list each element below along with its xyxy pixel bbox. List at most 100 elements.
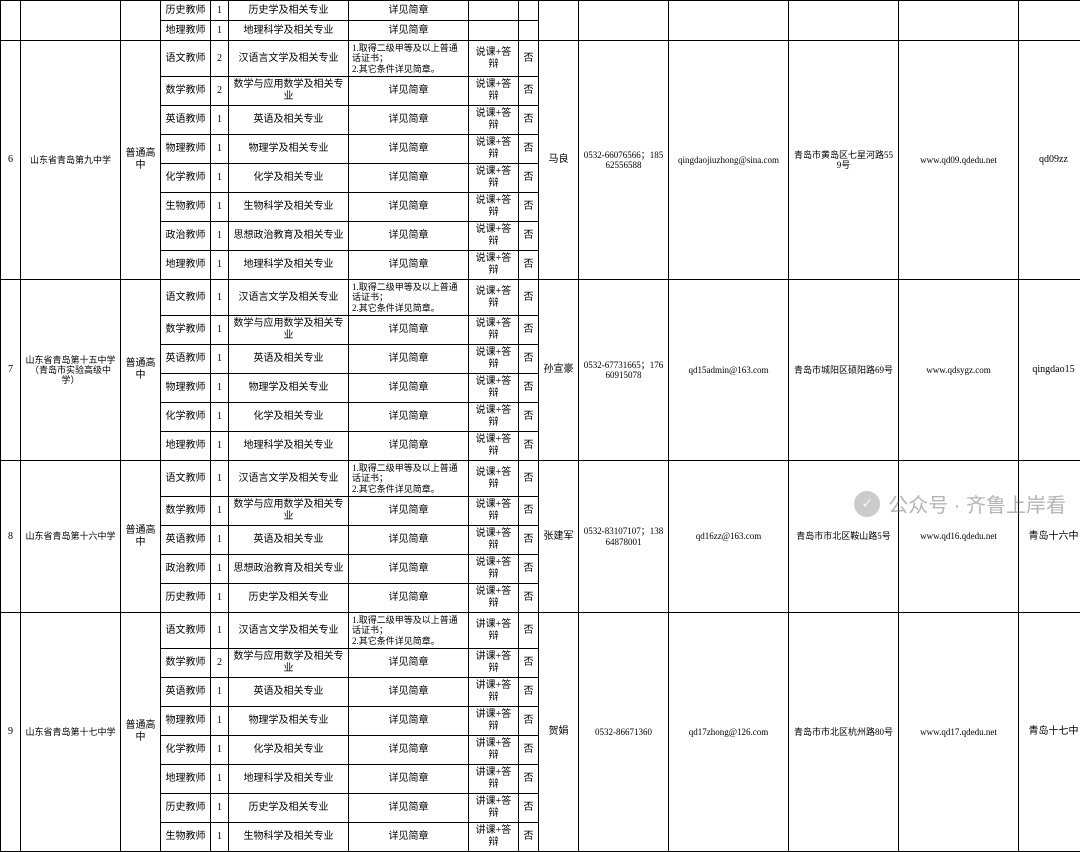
subject-cell: 化学教师	[161, 736, 211, 765]
school-level: 普通高中	[121, 280, 161, 461]
req-cell: 详见简章	[349, 345, 469, 374]
exam-cell	[469, 1, 519, 21]
exam-cell: 说课+答辩	[469, 497, 519, 526]
phone-cell: 0532-83107107；13864878001	[579, 461, 669, 613]
major-cell: 物理学及相关专业	[229, 707, 349, 736]
req-cell: 详见简章	[349, 736, 469, 765]
school-name: 山东省青岛第十七中学	[21, 613, 121, 852]
req-cell: 详见简章	[349, 106, 469, 135]
req-cell: 详见简章	[349, 794, 469, 823]
school-name: 山东省青岛第十六中学	[21, 461, 121, 613]
count-cell: 1	[211, 584, 229, 613]
major-cell: 数学与应用数学及相关专业	[229, 316, 349, 345]
count-cell: 1	[211, 461, 229, 497]
count-cell: 1	[211, 707, 229, 736]
major-cell: 物理学及相关专业	[229, 135, 349, 164]
exam-cell: 说课+答辩	[469, 374, 519, 403]
subject-cell: 化学教师	[161, 403, 211, 432]
flag-cell: 否	[519, 526, 539, 555]
req-cell: 详见简章	[349, 497, 469, 526]
major-cell: 历史学及相关专业	[229, 794, 349, 823]
flag-cell: 否	[519, 461, 539, 497]
major-cell: 地理科学及相关专业	[229, 251, 349, 280]
flag-cell	[519, 21, 539, 41]
school-name: 山东省青岛第九中学	[21, 41, 121, 280]
req-cell: 详见简章	[349, 765, 469, 794]
school-name: 山东省青岛第十五中学（青岛市实验高级中学）	[21, 280, 121, 461]
req-cell: 详见简章	[349, 584, 469, 613]
count-cell: 1	[211, 432, 229, 461]
subject-cell: 语文教师	[161, 613, 211, 649]
exam-cell: 讲课+答辩	[469, 736, 519, 765]
subject-cell: 语文教师	[161, 41, 211, 77]
school-id: 7	[1, 280, 21, 461]
count-cell: 1	[211, 403, 229, 432]
flag-cell	[519, 1, 539, 21]
exam-cell: 说课+答辩	[469, 222, 519, 251]
flag-cell: 否	[519, 135, 539, 164]
exam-cell: 说课+答辩	[469, 345, 519, 374]
req-cell: 详见简章	[349, 678, 469, 707]
subject-cell: 英语教师	[161, 106, 211, 135]
count-cell: 1	[211, 613, 229, 649]
flag-cell: 否	[519, 497, 539, 526]
subject-cell: 英语教师	[161, 345, 211, 374]
major-cell: 地理科学及相关专业	[229, 21, 349, 41]
note-cell: qingdao15	[1019, 280, 1080, 461]
flag-cell: 否	[519, 374, 539, 403]
school-id: 9	[1, 613, 21, 852]
req-cell: 详见简章	[349, 707, 469, 736]
email-cell: qd15admin@163.com	[669, 280, 789, 461]
req-cell: 详见简章	[349, 222, 469, 251]
address-cell: 青岛市市北区杭州路80号	[789, 613, 899, 852]
flag-cell: 否	[519, 251, 539, 280]
exam-cell: 说课+答辩	[469, 461, 519, 497]
subject-cell: 地理教师	[161, 251, 211, 280]
flag-cell: 否	[519, 613, 539, 649]
table-row: 8山东省青岛第十六中学普通高中语文教师1汉语言文学及相关专业1.取得二级甲等及以…	[1, 461, 1080, 497]
contact-cell: 马良	[539, 41, 579, 280]
exam-cell: 讲课+答辩	[469, 794, 519, 823]
table-row: 6山东省青岛第九中学普通高中语文教师2汉语言文学及相关专业1.取得二级甲等及以上…	[1, 41, 1080, 77]
major-cell: 物理学及相关专业	[229, 374, 349, 403]
phone-cell: 0532-86671360	[579, 613, 669, 852]
subject-cell: 语文教师	[161, 280, 211, 316]
subject-cell: 语文教师	[161, 461, 211, 497]
exam-cell: 说课+答辩	[469, 106, 519, 135]
note-cell: 青岛十六中	[1019, 461, 1080, 613]
count-cell: 2	[211, 77, 229, 106]
exam-cell: 说课+答辩	[469, 193, 519, 222]
school-level: 普通高中	[121, 461, 161, 613]
major-cell: 历史学及相关专业	[229, 1, 349, 21]
subject-cell: 历史教师	[161, 794, 211, 823]
req-cell: 详见简章	[349, 164, 469, 193]
flag-cell: 否	[519, 164, 539, 193]
table-row: 7山东省青岛第十五中学（青岛市实验高级中学）普通高中语文教师1汉语言文学及相关专…	[1, 280, 1080, 316]
exam-cell: 讲课+答辩	[469, 649, 519, 678]
contact-cell: 张建军	[539, 461, 579, 613]
exam-cell: 讲课+答辩	[469, 707, 519, 736]
flag-cell: 否	[519, 649, 539, 678]
count-cell: 1	[211, 678, 229, 707]
exam-cell: 说课+答辩	[469, 164, 519, 193]
phone-cell: 0532-67731665；17660915078	[579, 280, 669, 461]
exam-cell: 讲课+答辩	[469, 613, 519, 649]
school-id: 8	[1, 461, 21, 613]
count-cell: 2	[211, 41, 229, 77]
flag-cell: 否	[519, 222, 539, 251]
req-cell: 详见简章	[349, 403, 469, 432]
school-level: 普通高中	[121, 613, 161, 852]
req-cell: 详见简章	[349, 21, 469, 41]
flag-cell: 否	[519, 432, 539, 461]
subject-cell: 历史教师	[161, 584, 211, 613]
note-cell: qd09zz	[1019, 41, 1080, 280]
flag-cell: 否	[519, 403, 539, 432]
major-cell: 汉语言文学及相关专业	[229, 280, 349, 316]
exam-cell	[469, 21, 519, 41]
site-cell: www.qd17.qdedu.net	[899, 613, 1019, 852]
flag-cell: 否	[519, 794, 539, 823]
major-cell: 英语及相关专业	[229, 678, 349, 707]
subject-cell: 生物教师	[161, 193, 211, 222]
count-cell: 1	[211, 497, 229, 526]
count-cell: 1	[211, 280, 229, 316]
